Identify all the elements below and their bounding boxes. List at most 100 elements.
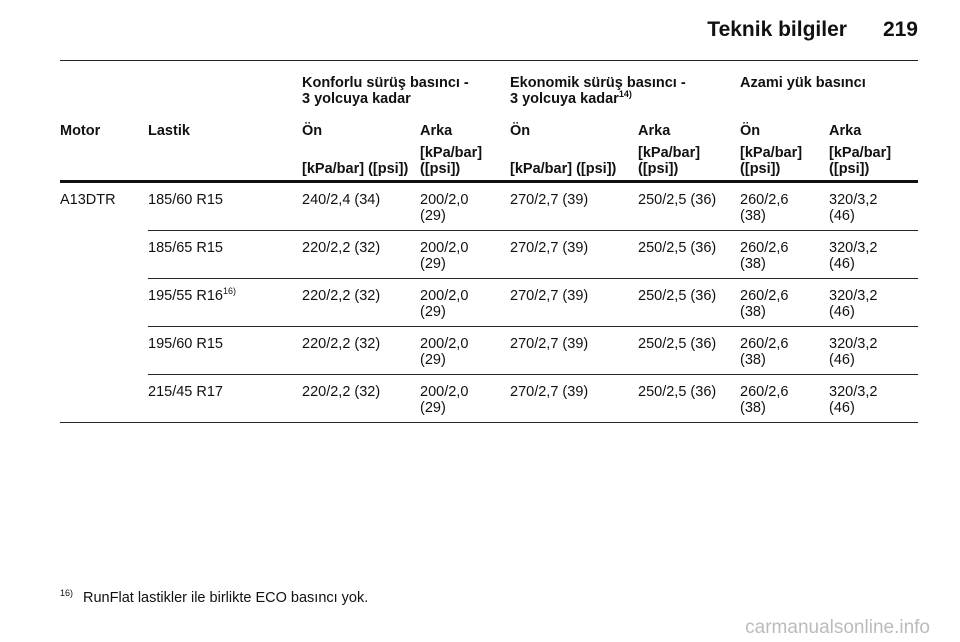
section-title: Teknik bilgiler bbox=[707, 18, 847, 41]
tire-size: 215/45 R17 bbox=[148, 384, 223, 400]
pressure-value: 200/2,0 (29) bbox=[420, 192, 469, 224]
pressure-value: 260/2,6 (38) bbox=[740, 192, 789, 224]
column-header: Lastik bbox=[148, 123, 190, 139]
footnote-text: RunFlat lastikler ile birlikte ECO basın… bbox=[83, 590, 369, 606]
pressure-cell: 260/2,6 (38) bbox=[740, 326, 830, 375]
pressure-cell: 200/2,0 (29) bbox=[420, 230, 511, 279]
group-header-line: Azami yük basıncı bbox=[740, 75, 866, 91]
pressure-value: 200/2,0 (29) bbox=[420, 288, 469, 320]
pressure-cell: 250/2,5 (36) bbox=[638, 326, 741, 375]
pressure-cell: 270/2,7 (39) bbox=[510, 181, 639, 231]
pressure-cell: 200/2,0 (29) bbox=[420, 181, 511, 231]
pressure-cell: 260/2,6 (38) bbox=[740, 374, 830, 423]
empty-cell bbox=[148, 60, 302, 115]
unit-label: [kPa/bar] ([psi]) bbox=[740, 145, 803, 177]
column-header: Ön bbox=[510, 123, 531, 139]
data-row: 215/45 R17 220/2,2 (32) 200/2,0 (29) 270/2,… bbox=[60, 374, 919, 423]
empty-cell bbox=[60, 60, 148, 115]
pressure-cell: 320/3,2 (46) bbox=[829, 230, 919, 279]
pressure-cell: 260/2,6 (38) bbox=[740, 230, 830, 279]
pressure-value: 260/2,6 (38) bbox=[740, 336, 789, 368]
data-row: 195/55 R1616) 220/2,2 (32) 200/2,0 (29) 270… bbox=[60, 278, 919, 327]
pressure-cell: 260/2,6 (38) bbox=[740, 181, 830, 231]
pressure-value: 220/2,2 (32) bbox=[302, 384, 381, 400]
tire-cell: 185/65 R15 bbox=[148, 230, 302, 279]
pressure-value: 260/2,6 (38) bbox=[740, 384, 789, 416]
group-header-line: 3 yolcuya kadar bbox=[302, 91, 411, 107]
pressure-cell: 200/2,0 (29) bbox=[420, 278, 511, 327]
pressure-value: 320/3,2 (46) bbox=[829, 192, 878, 224]
column-header: Arka bbox=[638, 123, 671, 139]
pressure-cell: 200/2,0 (29) bbox=[420, 374, 511, 423]
pressure-cell: 270/2,7 (39) bbox=[510, 230, 639, 279]
page-header: Teknik bilgiler 219 bbox=[707, 18, 918, 42]
pressure-cell: 250/2,5 (36) bbox=[638, 181, 741, 231]
pressure-cell: 250/2,5 (36) bbox=[638, 374, 741, 423]
pressure-value: 270/2,7 (39) bbox=[510, 336, 589, 352]
pressure-cell: 270/2,7 (39) bbox=[510, 326, 639, 375]
unit-label: [kPa/bar] ([psi]) bbox=[638, 145, 701, 177]
pressure-value: 260/2,6 (38) bbox=[740, 288, 789, 320]
group-header-line: Konforlu sürüş basıncı - bbox=[302, 75, 469, 91]
empty-cell bbox=[60, 145, 148, 183]
unit-cell: [kPa/bar] ([psi]) bbox=[510, 145, 639, 183]
pressure-cell: 200/2,0 (29) bbox=[420, 326, 511, 375]
pressure-value: 220/2,2 (32) bbox=[302, 240, 381, 256]
pressure-cell: 270/2,7 (39) bbox=[510, 278, 639, 327]
column-header: Arka bbox=[829, 123, 862, 139]
tire-size: 185/60 R15 bbox=[148, 192, 223, 208]
pressure-value: 250/2,5 (36) bbox=[638, 336, 717, 352]
column-header: Motor bbox=[60, 123, 101, 139]
pressure-value: 200/2,0 (29) bbox=[420, 336, 469, 368]
footnote: 16) RunFlat lastikler ile birlikte ECO ba… bbox=[60, 589, 369, 607]
group-header: Ekonomik sürüş basıncı -3 yolcuya kadar1… bbox=[510, 60, 741, 115]
pressure-value: 200/2,0 (29) bbox=[420, 384, 469, 416]
pressure-value: 260/2,6 (38) bbox=[740, 240, 789, 272]
footnote-ref: 16) bbox=[222, 286, 236, 296]
group-header-line: 3 yolcuya kadar bbox=[510, 91, 619, 107]
pressure-value: 320/3,2 (46) bbox=[829, 336, 878, 368]
column-header-row: Motor Lastik Ön Arka Ön Arka Ön Arka bbox=[60, 115, 918, 145]
pressure-value: 220/2,2 (32) bbox=[302, 336, 381, 352]
tire-size: 195/60 R15 bbox=[148, 336, 223, 352]
unit-cell: [kPa/bar] ([psi]) bbox=[638, 145, 741, 183]
pressure-value: 200/2,0 (29) bbox=[420, 240, 469, 272]
data-row: 195/60 R15 220/2,2 (32) 200/2,0 (29) 270/2,… bbox=[60, 326, 919, 375]
unit-cell: [kPa/bar] ([psi]) bbox=[302, 145, 420, 183]
tire-cell: 185/60 R15 bbox=[148, 181, 302, 231]
pressure-value: 250/2,5 (36) bbox=[638, 288, 717, 304]
pressure-value: 250/2,5 (36) bbox=[638, 384, 717, 400]
pressure-cell: 220/2,2 (32) bbox=[302, 374, 420, 423]
unit-cell: [kPa/bar] ([psi]) bbox=[420, 145, 511, 183]
pressure-cell: 220/2,2 (32) bbox=[302, 326, 420, 375]
unit-cell: [kPa/bar] ([psi]) bbox=[829, 145, 919, 183]
footnote-ref: 14) bbox=[618, 89, 632, 99]
pressure-value: 320/3,2 (46) bbox=[829, 240, 878, 272]
group-header-row: Konforlu sürüş basıncı -3 yolcuya kadar E… bbox=[60, 60, 919, 115]
pressure-value: 270/2,7 (39) bbox=[510, 288, 589, 304]
data-row: 185/65 R15 220/2,2 (32) 200/2,0 (29) 270/2,… bbox=[60, 230, 919, 279]
motor-cell: A13DTR bbox=[60, 181, 148, 423]
unit-label: [kPa/bar] ([psi]) bbox=[510, 161, 617, 177]
pressure-cell: 320/3,2 (46) bbox=[829, 326, 919, 375]
tire-size: 195/55 R16 bbox=[148, 288, 223, 304]
column-header: Ön bbox=[740, 123, 761, 139]
pressure-cell: 260/2,6 (38) bbox=[740, 278, 830, 327]
pressure-cell: 220/2,2 (32) bbox=[302, 278, 420, 327]
tire-size: 185/65 R15 bbox=[148, 240, 223, 256]
tire-cell: 215/45 R17 bbox=[148, 374, 302, 423]
unit-label: [kPa/bar] ([psi]) bbox=[302, 161, 409, 177]
unit-cell: [kPa/bar] ([psi]) bbox=[740, 145, 830, 183]
unit-label: [kPa/bar] ([psi]) bbox=[420, 145, 483, 177]
tire-cell: 195/55 R1616) bbox=[148, 278, 302, 327]
pressure-value: 250/2,5 (36) bbox=[638, 192, 717, 208]
unit-row: [kPa/bar] ([psi]) [kPa/bar] ([psi]) [kPa/b… bbox=[60, 145, 919, 183]
pressure-value: 270/2,7 (39) bbox=[510, 192, 589, 208]
pressure-cell: 320/3,2 (46) bbox=[829, 181, 919, 231]
pressure-cell: 240/2,4 (34) bbox=[302, 181, 420, 231]
tire-cell: 195/60 R15 bbox=[148, 326, 302, 375]
pressure-value: 270/2,7 (39) bbox=[510, 240, 589, 256]
pressure-cell: 250/2,5 (36) bbox=[638, 230, 741, 279]
